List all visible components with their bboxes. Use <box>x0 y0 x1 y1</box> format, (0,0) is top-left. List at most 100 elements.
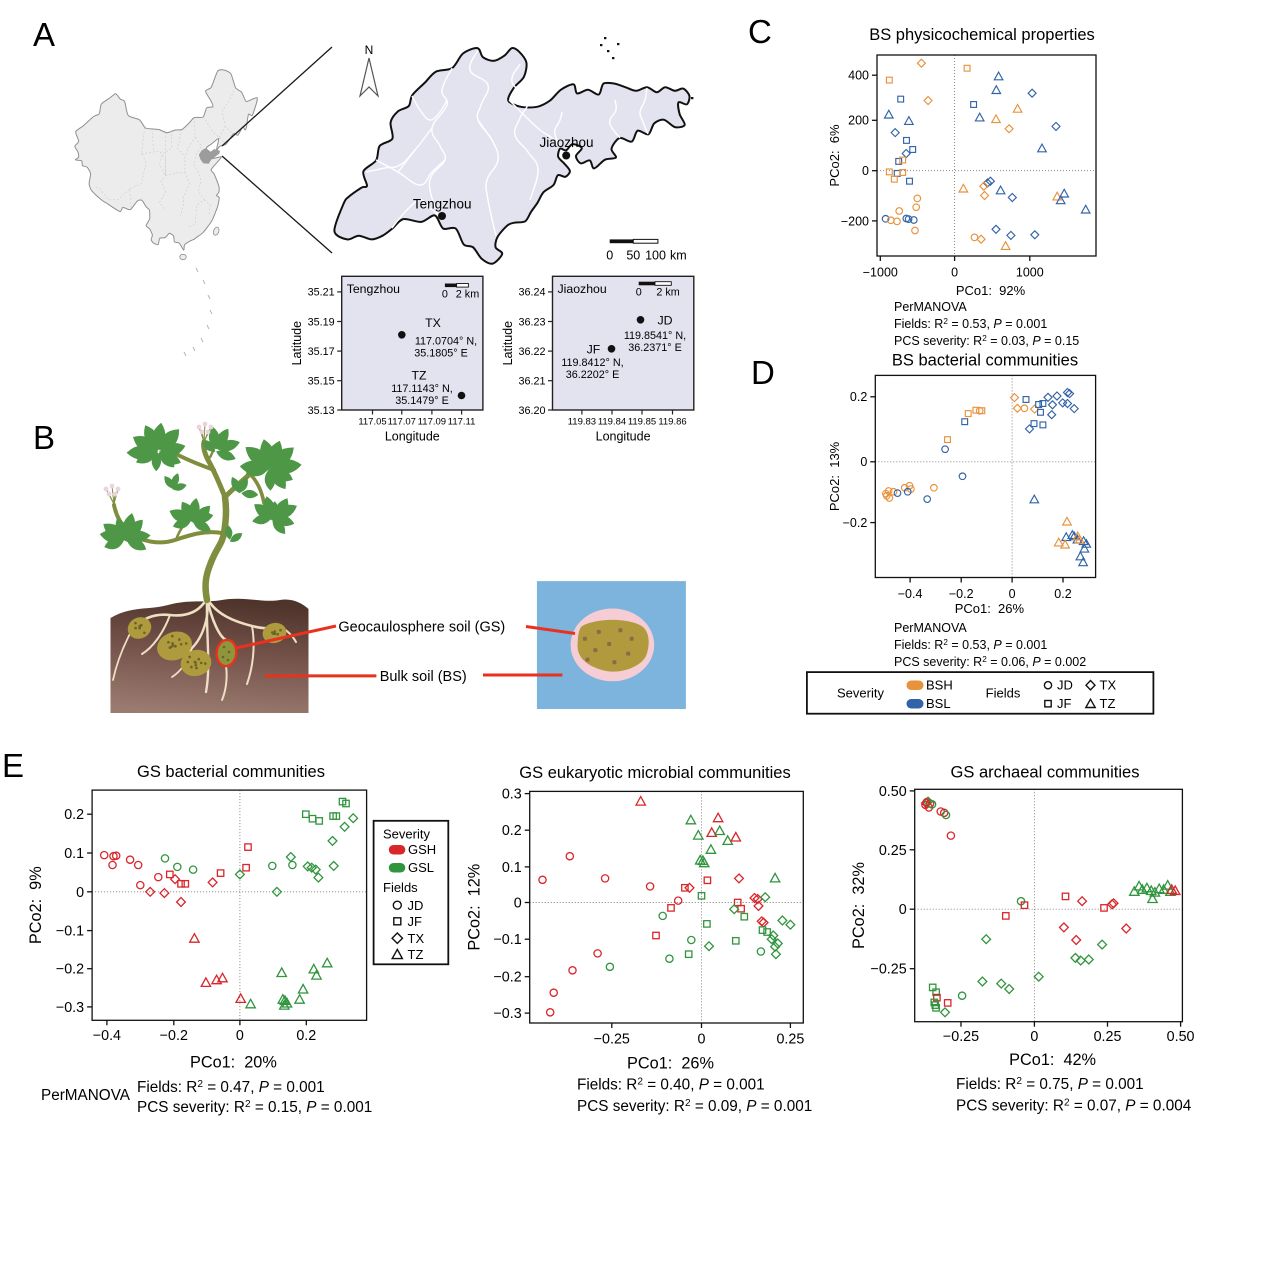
svg-text:119.83: 119.83 <box>568 417 596 428</box>
svg-text:−0.25: −0.25 <box>943 1029 979 1045</box>
svg-text:400: 400 <box>848 69 869 83</box>
svg-text:119.85: 119.85 <box>628 417 656 428</box>
svg-text:Latitude: Latitude <box>290 321 304 366</box>
svg-text:100: 100 <box>645 249 666 263</box>
svg-text:PCo1: 42%: PCo1: 42% <box>1009 1051 1096 1069</box>
svg-text:−0.2: −0.2 <box>949 587 974 601</box>
svg-text:119.84: 119.84 <box>598 417 626 428</box>
svg-text:PerMANOVA: PerMANOVA <box>41 1087 131 1104</box>
svg-text:35.21: 35.21 <box>308 287 335 299</box>
svg-text:35.19: 35.19 <box>308 316 335 328</box>
svg-text:PCo1: 92%: PCo1: 92% <box>956 283 1026 298</box>
svg-text:TX: TX <box>1100 678 1117 693</box>
svg-text:PCS severity: R2 = 0.09, P = 0: PCS severity: R2 = 0.09, P = 0.001 <box>577 1098 812 1115</box>
svg-text:0: 0 <box>636 287 642 299</box>
svg-text:−200: −200 <box>841 214 869 228</box>
svg-text:JD: JD <box>657 314 672 328</box>
svg-text:−0.2: −0.2 <box>56 962 84 978</box>
svg-text:BS bacterial communities: BS bacterial communities <box>892 351 1078 369</box>
svg-text:BSL: BSL <box>926 696 951 711</box>
svg-text:36.23: 36.23 <box>518 316 545 328</box>
svg-text:0.2: 0.2 <box>1054 587 1071 601</box>
svg-text:−0.3: −0.3 <box>56 1000 84 1016</box>
svg-text:PCo1: 26%: PCo1: 26% <box>627 1054 714 1072</box>
svg-text:0.2: 0.2 <box>296 1028 316 1044</box>
svg-text:GS eukaryotic microbial commun: GS eukaryotic microbial communities <box>519 764 790 782</box>
svg-text:TZ: TZ <box>411 369 427 383</box>
svg-text:PCo2: 32%: PCo2: 32% <box>850 862 868 949</box>
svg-text:JF: JF <box>408 914 423 929</box>
svg-text:200: 200 <box>848 114 869 128</box>
svg-text:−0.2: −0.2 <box>493 970 521 986</box>
svg-text:119.86: 119.86 <box>658 417 686 428</box>
svg-text:TZ: TZ <box>1100 696 1116 711</box>
svg-text:0.50: 0.50 <box>879 784 907 800</box>
svg-text:117.1143° N,: 117.1143° N, <box>391 383 453 395</box>
svg-text:PCo2: 12%: PCo2: 12% <box>466 864 484 951</box>
svg-text:117.11: 117.11 <box>448 417 476 428</box>
svg-text:0.50: 0.50 <box>1167 1029 1195 1045</box>
svg-text:JD: JD <box>408 898 424 913</box>
svg-text:Tengzhou: Tengzhou <box>347 282 400 296</box>
svg-text:PCo2: 9%: PCo2: 9% <box>27 866 45 944</box>
svg-text:A: A <box>33 16 55 53</box>
svg-text:−0.3: −0.3 <box>493 1006 521 1022</box>
svg-text:TX: TX <box>408 931 425 946</box>
svg-text:Severity: Severity <box>837 686 884 701</box>
svg-text:Jiaozhou: Jiaozhou <box>539 135 593 150</box>
svg-text:Fields: R2 = 0.40, P = 0.001: Fields: R2 = 0.40, P = 0.001 <box>577 1076 765 1093</box>
svg-text:0: 0 <box>899 902 907 918</box>
svg-text:JF: JF <box>587 343 601 357</box>
svg-text:119.8412° N,: 119.8412° N, <box>561 357 623 369</box>
svg-text:0.25: 0.25 <box>1094 1029 1122 1045</box>
svg-text:0: 0 <box>514 896 522 912</box>
svg-text:36.21: 36.21 <box>518 376 545 388</box>
svg-text:0.25: 0.25 <box>879 843 907 859</box>
svg-text:−1000: −1000 <box>863 266 898 280</box>
svg-text:35.1479° E: 35.1479° E <box>395 395 449 407</box>
svg-text:JD: JD <box>1057 678 1073 693</box>
svg-text:0.1: 0.1 <box>64 846 84 862</box>
svg-text:JF: JF <box>1057 696 1072 711</box>
svg-text:−0.4: −0.4 <box>898 587 923 601</box>
svg-text:117.05: 117.05 <box>358 417 386 428</box>
svg-text:PCo1: 26%: PCo1: 26% <box>955 601 1025 616</box>
svg-text:0: 0 <box>862 164 869 178</box>
svg-text:0.3: 0.3 <box>502 787 522 803</box>
svg-text:Severity: Severity <box>383 827 430 842</box>
svg-text:36.20: 36.20 <box>518 405 545 417</box>
svg-text:Jiaozhou: Jiaozhou <box>558 282 607 296</box>
svg-text:2 km: 2 km <box>656 287 679 299</box>
svg-text:−0.2: −0.2 <box>843 516 868 530</box>
svg-text:35.13: 35.13 <box>308 405 335 417</box>
svg-text:Fields: R2 = 0.53, P = 0.001: Fields: R2 = 0.53, P = 0.001 <box>894 317 1047 331</box>
svg-text:0: 0 <box>951 266 958 280</box>
svg-text:GS archaeal communities: GS archaeal communities <box>951 764 1140 782</box>
svg-text:Fields: Fields <box>986 686 1021 701</box>
svg-text:36.24: 36.24 <box>518 287 545 299</box>
svg-text:0: 0 <box>236 1028 244 1044</box>
svg-text:PerMANOVA: PerMANOVA <box>894 300 967 314</box>
svg-text:−0.25: −0.25 <box>871 962 907 978</box>
svg-text:36.22: 36.22 <box>518 346 545 358</box>
svg-text:E: E <box>2 747 24 784</box>
svg-text:GS bacterial communities: GS bacterial communities <box>137 763 325 781</box>
svg-text:D: D <box>751 354 775 391</box>
svg-text:0: 0 <box>1009 587 1016 601</box>
svg-text:−0.25: −0.25 <box>594 1032 630 1048</box>
svg-text:Tengzhou: Tengzhou <box>413 197 472 212</box>
svg-text:PCo2: 6%: PCo2: 6% <box>827 124 842 187</box>
svg-text:Geocaulosphere soil (GS): Geocaulosphere soil (GS) <box>338 620 505 636</box>
svg-text:0: 0 <box>442 289 448 301</box>
svg-text:PerMANOVA: PerMANOVA <box>894 621 967 635</box>
svg-text:0: 0 <box>606 249 613 263</box>
svg-text:36.2371° E: 36.2371° E <box>628 342 682 354</box>
svg-text:117.0704° N,: 117.0704° N, <box>415 336 477 348</box>
svg-text:PCS severity: R2 = 0.15, P = 0: PCS severity: R2 = 0.15, P = 0.001 <box>137 1099 372 1116</box>
svg-text:35.15: 35.15 <box>308 376 335 388</box>
svg-text:Fields: R2 = 0.53, P = 0.001: Fields: R2 = 0.53, P = 0.001 <box>894 638 1047 652</box>
svg-text:TZ: TZ <box>408 947 424 962</box>
svg-text:km: km <box>670 249 687 263</box>
svg-text:0: 0 <box>76 885 84 901</box>
svg-text:C: C <box>748 13 772 50</box>
